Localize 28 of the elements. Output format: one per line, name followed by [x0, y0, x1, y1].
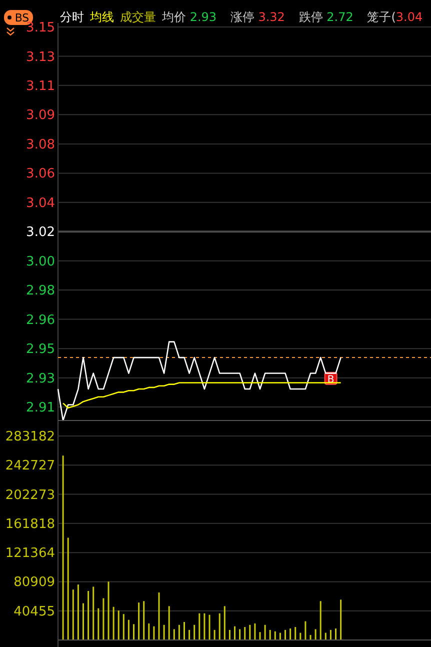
- y-tick-label: 283182: [5, 430, 55, 444]
- y-tick-label: 2.93: [26, 371, 55, 386]
- y-tick-label: 161818: [5, 516, 55, 532]
- y-tick-label: 3.13: [26, 50, 55, 65]
- y-tick-label: 242727: [5, 458, 55, 474]
- y-tick-label: 3.00: [26, 254, 55, 270]
- text: 成交量: [120, 10, 156, 24]
- y-tick-label: 40455: [14, 604, 55, 620]
- line-series: [57, 341, 342, 422]
- y-tick-label: 3.09: [26, 108, 55, 124]
- y-tick-label: 2.91: [26, 400, 55, 416]
- text: 笼子(3.04: [367, 10, 423, 24]
- y-tick-label: 2.98: [26, 284, 55, 299]
- text: 分时: [60, 10, 84, 24]
- text: 涨停 3.32: [230, 10, 285, 24]
- y-tick-label: 3.08: [26, 137, 55, 152]
- y-tick-label: 3.06: [26, 166, 55, 182]
- text: 跌停 2.72: [298, 10, 354, 24]
- y-tick-label: 202273: [5, 488, 55, 503]
- text: 均线: [89, 10, 114, 24]
- y-tick-label: 2.96: [26, 312, 55, 328]
- y-tick-label: 121364: [5, 546, 55, 562]
- y-tick-label: 3.11: [26, 78, 55, 94]
- text: 均价 2.93: [161, 10, 217, 24]
- y-tick-label: 3.04: [26, 196, 55, 211]
- y-tick-label: 2.95: [26, 342, 55, 358]
- y-tick-label: 3.02: [26, 225, 55, 240]
- y-tick-label: 80909: [14, 575, 55, 590]
